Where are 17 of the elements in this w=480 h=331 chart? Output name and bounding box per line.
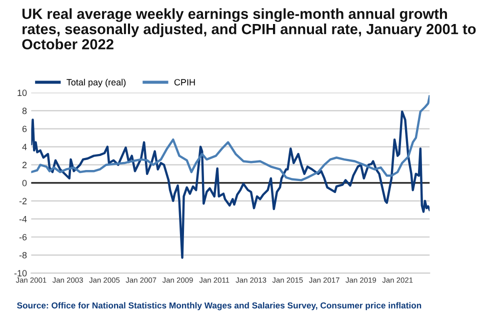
legend-label: Total pay (real) <box>66 78 126 88</box>
source-note: Source: Office for National Statistics Monthly Wages and Salaries Survey, Consumer price inflation <box>17 302 422 310</box>
y-tick-label: -2 <box>19 198 27 204</box>
y-tick-label: -8 <box>19 252 27 258</box>
y-tick-label: 6 <box>22 126 27 132</box>
y-tick-label: 10 <box>18 90 27 96</box>
y-tick-label: -6 <box>19 234 27 240</box>
legend-label: CPIH <box>174 79 195 86</box>
line-series <box>31 110 430 259</box>
chart-title: UK real average weekly earnings single-month annual growth rates, seasonally adjusted, and CPIH annual rate, January 2001 to October 2022 <box>22 8 476 50</box>
y-tick-label: 0 <box>22 180 27 186</box>
line-series <box>31 95 430 182</box>
y-tick-label: 2 <box>22 162 27 168</box>
y-tick-label: -4 <box>19 216 27 222</box>
y-tick-label: -10 <box>14 270 27 276</box>
y-tick-label: 4 <box>22 144 27 150</box>
y-tick-label: 8 <box>22 108 27 114</box>
